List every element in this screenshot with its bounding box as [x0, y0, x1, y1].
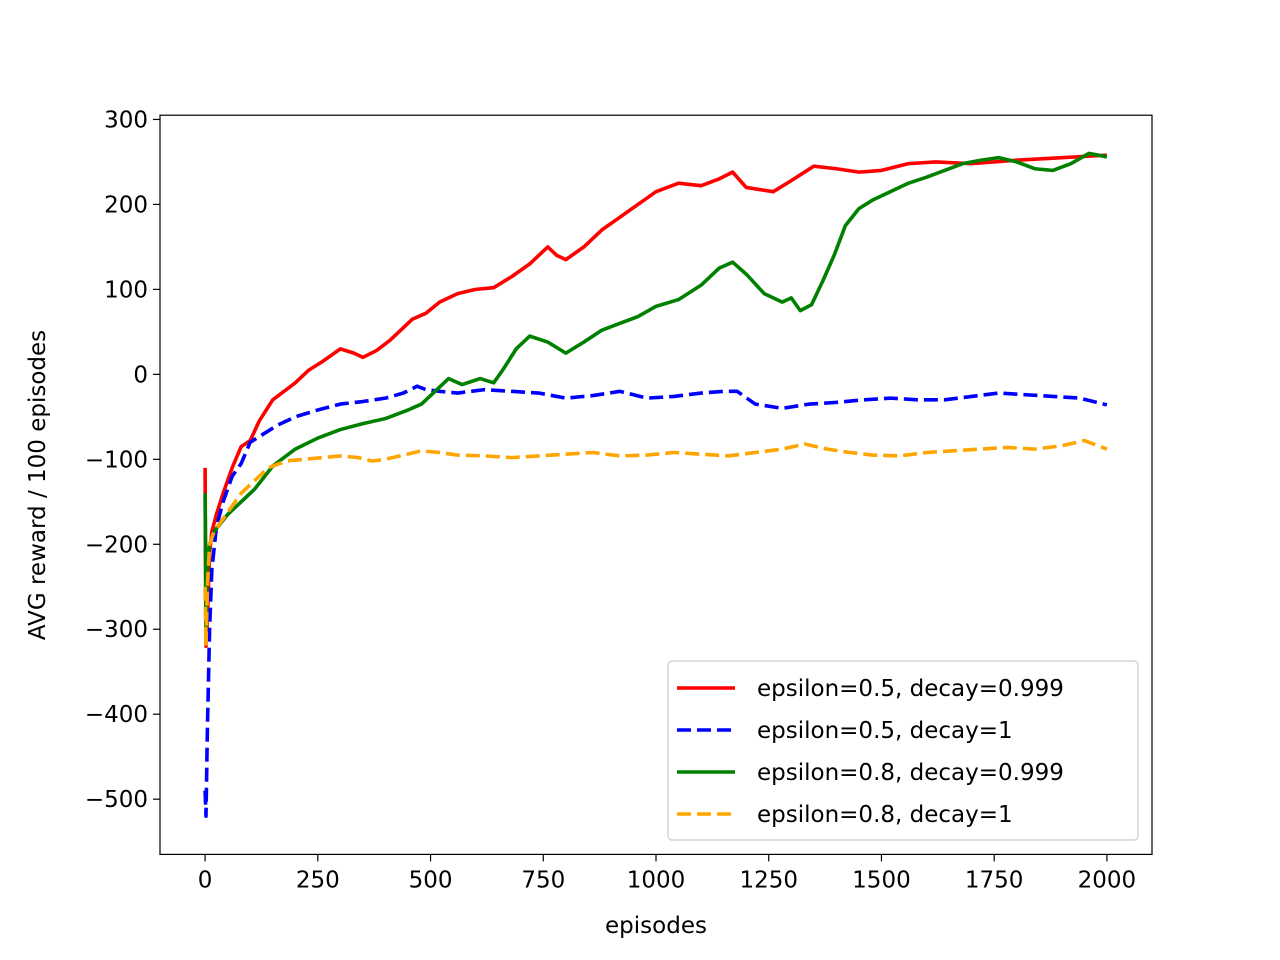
legend-label: epsilon=0.8, decay=0.999 — [757, 760, 1064, 786]
y-tick-label: −200 — [85, 532, 148, 558]
legend-items: epsilon=0.5, decay=0.999 epsilon=0.5, dec… — [677, 676, 1064, 828]
y-tick-label: −500 — [85, 787, 148, 813]
x-tick-label: 0 — [198, 867, 213, 893]
x-tick-label: 1000 — [627, 867, 686, 893]
x-tick-label: 750 — [521, 867, 565, 893]
y-tick-label: 200 — [104, 192, 148, 218]
y-tick-label: −400 — [85, 702, 148, 728]
x-tick-label: 1750 — [965, 867, 1024, 893]
legend: epsilon=0.5, decay=0.999 epsilon=0.5, dec… — [667, 660, 1139, 841]
legend-label: epsilon=0.5, decay=1 — [757, 718, 1013, 744]
x-tick-label: 500 — [409, 867, 453, 893]
x-axis-label: episodes — [605, 913, 707, 939]
y-axis-label: AVG reward / 100 episodes — [25, 330, 51, 640]
legend-label: epsilon=0.8, decay=1 — [757, 802, 1013, 828]
x-axis-ticks: 0 250 500 750 1000 1250 1500 1750 2000 — [198, 854, 1136, 893]
x-tick-label: 1500 — [852, 867, 911, 893]
series-line-epsilon-0-8-decay-0-999 — [203, 151, 1108, 632]
x-tick-label: 2000 — [1078, 867, 1137, 893]
y-tick-label: 100 — [104, 277, 148, 303]
series-layer — [203, 151, 1108, 818]
series-line-epsilon-0-8-decay-1 — [203, 438, 1108, 649]
y-tick-label: 0 — [133, 362, 148, 388]
x-tick-label: 250 — [296, 867, 340, 893]
legend-label: epsilon=0.5, decay=0.999 — [757, 676, 1064, 702]
y-tick-label: −100 — [85, 447, 148, 473]
y-tick-label: −300 — [85, 617, 148, 643]
x-tick-label: 1250 — [739, 867, 798, 893]
series-line-epsilon-0-5-decay-1 — [203, 384, 1108, 818]
legend-box — [667, 660, 1139, 841]
y-axis-ticks: 300 200 100 0 −100 −200 −300 −400 −500 — [85, 107, 160, 813]
y-tick-label: 300 — [104, 107, 148, 133]
